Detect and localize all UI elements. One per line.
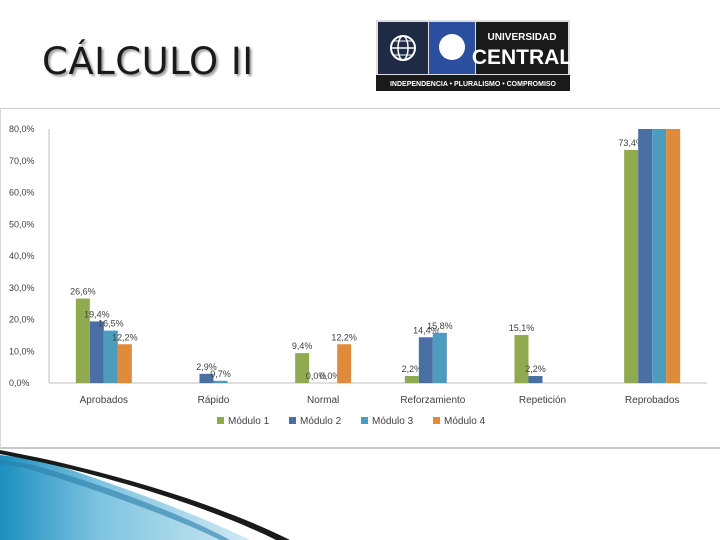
- y-tick-label: 0,0%: [9, 378, 30, 388]
- bar: [199, 373, 214, 383]
- legend-swatch: [217, 417, 224, 424]
- legend-swatch: [433, 417, 440, 424]
- legend-label: Módulo 1: [228, 416, 270, 427]
- bar: [337, 344, 352, 383]
- bar: [514, 335, 529, 383]
- university-logo: UNIVERSIDAD CENTRAL INDEPENDENCIA • PLUR…: [376, 20, 570, 91]
- sun-icon: [439, 34, 465, 60]
- legend-swatch: [361, 417, 368, 424]
- bar-chart: 0,0% 10,0% 20,0% 30,0% 40,0% 50,0% 60,0% 70,0% 8…: [9, 124, 707, 427]
- legend-label: Módulo 3: [372, 416, 414, 427]
- bar: [117, 344, 132, 383]
- logo-tagline: INDEPENDENCIA • PLURALISMO • COMPROMISO: [390, 81, 557, 88]
- chart-frame: 0,0% 10,0% 20,0% 30,0% 40,0% 50,0% 60,0% 70,0% 8…: [0, 108, 720, 449]
- data-label: 2,2%: [402, 364, 423, 374]
- data-label: 15,8%: [427, 321, 453, 331]
- bar: [666, 129, 681, 383]
- decorative-swoosh: [0, 450, 290, 540]
- category-label: Reforzamiento: [400, 395, 465, 406]
- y-tick-label: 50,0%: [9, 219, 35, 229]
- logo-line1: UNIVERSIDAD: [488, 32, 557, 43]
- legend-label: Módulo 4: [444, 416, 486, 427]
- bar: [418, 337, 433, 383]
- data-label: 26,6%: [70, 287, 96, 297]
- bar: [432, 332, 447, 383]
- page-title: CÁLCULO II: [42, 40, 254, 83]
- data-label: 12,2%: [112, 332, 138, 342]
- category-label: Aprobados: [80, 395, 128, 406]
- category-label: Rápido: [198, 395, 230, 406]
- bar: [295, 353, 310, 383]
- y-tick-label: 30,0%: [9, 283, 35, 293]
- bar: [404, 376, 419, 383]
- y-tick-label: 70,0%: [9, 156, 35, 166]
- y-tick-label: 10,0%: [9, 346, 35, 356]
- legend-swatch: [289, 417, 296, 424]
- data-label: 0,0%: [320, 371, 341, 381]
- bar: [213, 380, 228, 383]
- data-label: 73,4%: [618, 138, 644, 148]
- data-label: 0,0%: [306, 371, 327, 381]
- bar: [652, 129, 667, 383]
- bar: [624, 149, 639, 383]
- y-tick-label: 20,0%: [9, 315, 35, 325]
- bar: [528, 376, 543, 383]
- logo-line2: CENTRAL: [472, 46, 570, 69]
- data-label: 9,4%: [292, 341, 313, 351]
- bar: [75, 298, 90, 383]
- bar: [89, 321, 104, 383]
- data-label: 12,2%: [331, 332, 357, 342]
- y-tick-label: 60,0%: [9, 188, 35, 198]
- bar: [103, 330, 118, 383]
- category-label: Repetición: [519, 395, 566, 406]
- data-label: 19,4%: [84, 309, 110, 319]
- data-label: 2,2%: [525, 364, 546, 374]
- y-tick-label: 40,0%: [9, 251, 35, 261]
- bar: [638, 129, 653, 383]
- y-tick-label: 80,0%: [9, 124, 35, 134]
- data-label: 2,9%: [196, 362, 217, 372]
- category-label: Reprobados: [625, 395, 679, 406]
- data-label: 16,5%: [98, 319, 124, 329]
- data-label: 14,4%: [413, 325, 439, 335]
- data-label: 0,7%: [210, 369, 231, 379]
- legend-label: Módulo 2: [300, 416, 342, 427]
- category-label: Normal: [307, 395, 339, 406]
- data-label: 15,1%: [509, 323, 535, 333]
